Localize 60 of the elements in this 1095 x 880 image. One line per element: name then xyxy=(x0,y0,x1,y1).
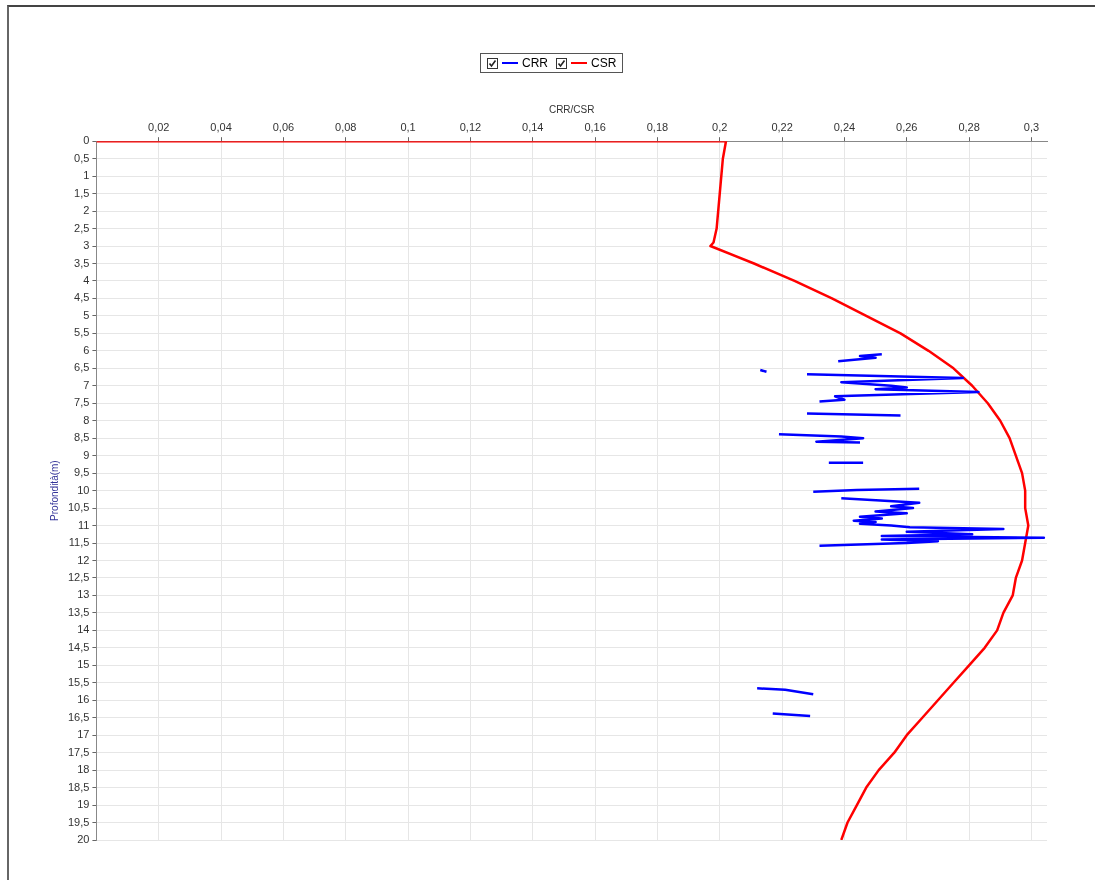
x-tick-label: 0,18 xyxy=(646,120,669,133)
x-tick-label: 0,14 xyxy=(522,120,544,133)
x-tick-label: 0,08 xyxy=(335,120,357,133)
y-tick-label: 19 xyxy=(77,798,90,811)
x-tick-label: 0,1 xyxy=(400,120,416,133)
y-tick-label: 15 xyxy=(77,658,90,671)
y-tick-label: 6,5 xyxy=(74,361,90,374)
y-tick-label: 4 xyxy=(83,273,90,286)
x-tick-label: 0,16 xyxy=(584,120,606,133)
y-tick-label: 11,5 xyxy=(68,536,90,549)
y-tick-label: 2 xyxy=(83,204,90,217)
y-tick-label: 6 xyxy=(83,343,90,356)
y-tick-label: 12 xyxy=(77,553,90,566)
y-axis-title: Profondità(m) xyxy=(48,460,60,521)
y-tick-label: 1 xyxy=(83,169,90,182)
y-tick-label: 0 xyxy=(83,134,90,147)
y-tick-label: 5,5 xyxy=(74,326,90,339)
y-tick-label: 7,5 xyxy=(74,396,90,409)
y-tick-label: 19,5 xyxy=(67,815,90,828)
y-tick-label: 13 xyxy=(77,588,90,601)
y-tick-label: 0,5 xyxy=(74,151,90,164)
y-tick-label: 2,5 xyxy=(74,221,90,234)
x-tick-label: 0,12 xyxy=(459,120,482,133)
x-tick-label: 0,06 xyxy=(272,120,295,133)
x-tick-label: 0,02 xyxy=(148,120,170,133)
y-tick-label: 5 xyxy=(83,308,90,321)
x-tick-label: 0,04 xyxy=(210,120,232,133)
x-tick-label: 0,3 xyxy=(1023,120,1040,133)
y-tick-label: 18,5 xyxy=(67,780,90,793)
y-tick-label: 4,5 xyxy=(74,291,90,304)
x-tick-label: 0,22 xyxy=(771,120,793,133)
y-tick-label: 13,5 xyxy=(67,605,90,618)
y-tick-label: 10,5 xyxy=(67,501,90,514)
y-tick-label: 17 xyxy=(77,728,90,741)
y-tick-label: 14 xyxy=(77,623,90,636)
y-tick-label: 20 xyxy=(77,833,90,846)
x-tick-label: 0,2 xyxy=(712,120,728,133)
y-tick-label: 3,5 xyxy=(74,256,90,269)
y-tick-label: 7 xyxy=(83,378,90,391)
y-tick-label: 12,5 xyxy=(67,570,90,583)
x-tick-label: 0,24 xyxy=(833,120,856,133)
y-tick-label: 8,5 xyxy=(74,431,90,444)
y-tick-label: 14,5 xyxy=(67,640,90,653)
y-tick-label: 11 xyxy=(77,518,90,531)
y-tick-label: 3 xyxy=(83,239,90,252)
y-tick-label: 9 xyxy=(83,448,90,461)
x-tick-label: 0,28 xyxy=(958,120,980,133)
y-tick-label: 10 xyxy=(77,483,90,496)
y-tick-label: 16 xyxy=(77,693,90,706)
x-axis-title: CRR/CSR xyxy=(548,103,595,115)
y-tick-label: 1,5 xyxy=(74,186,90,199)
y-tick-label: 18 xyxy=(77,763,90,776)
y-tick-label: 17,5 xyxy=(67,745,90,758)
x-tick-label: 0,26 xyxy=(896,120,918,133)
legend-label: CSR xyxy=(591,56,617,70)
y-tick-label: 9,5 xyxy=(74,466,90,479)
legend-label: CRR xyxy=(522,56,548,70)
y-tick-label: 8 xyxy=(83,413,90,426)
y-tick-label: 15,5 xyxy=(67,675,90,688)
y-tick-label: 16,5 xyxy=(67,710,90,723)
